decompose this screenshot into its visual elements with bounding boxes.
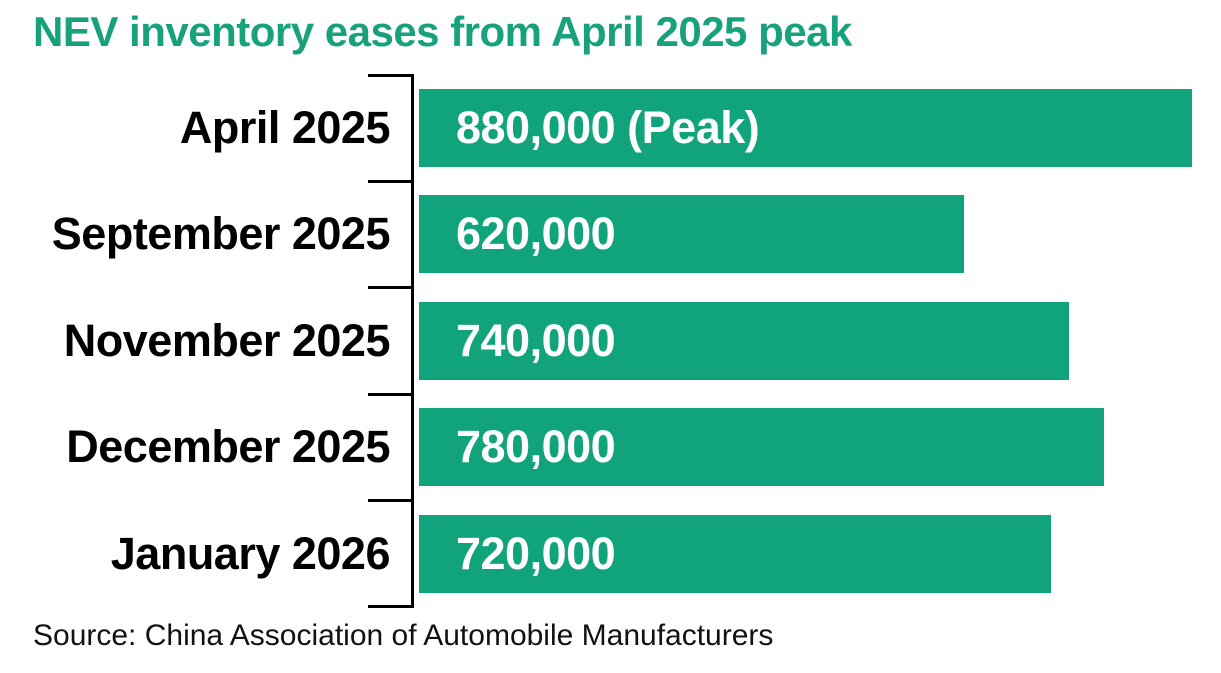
bar-value-label: 880,000 (Peak) xyxy=(456,102,760,153)
bar-value-label: 620,000 xyxy=(456,208,616,259)
source-note: Source: China Association of Automobile … xyxy=(33,619,774,652)
chart-row: November 2025 740,000 xyxy=(0,288,1221,394)
chart-row: December 2025 780,000 xyxy=(0,394,1221,500)
chart-row: April 2025 880,000 (Peak) xyxy=(0,75,1221,181)
bar: 780,000 xyxy=(419,408,1105,486)
bar-value-label: 780,000 xyxy=(456,421,616,472)
category-label: January 2026 xyxy=(110,528,391,579)
axis-tick xyxy=(368,74,414,77)
bar-value-label: 720,000 xyxy=(456,528,616,579)
bar: 620,000 xyxy=(419,195,964,273)
axis-tick xyxy=(368,286,414,289)
y-axis-line xyxy=(411,74,414,608)
bar: 880,000 (Peak) xyxy=(419,89,1192,167)
category-label: December 2025 xyxy=(66,421,390,472)
chart-title: NEV inventory eases from April 2025 peak xyxy=(33,8,852,55)
bar: 740,000 xyxy=(419,302,1070,380)
bar: 720,000 xyxy=(419,515,1052,593)
chart-row: January 2026 720,000 xyxy=(0,501,1221,607)
axis-tick xyxy=(368,499,414,502)
axis-tick xyxy=(368,605,414,608)
chart-row: September 2025 620,000 xyxy=(0,181,1221,287)
bar-value-label: 740,000 xyxy=(456,315,616,366)
category-label: September 2025 xyxy=(51,208,391,259)
axis-tick xyxy=(368,393,414,396)
axis-tick xyxy=(368,180,414,183)
category-label: November 2025 xyxy=(63,315,391,366)
category-label: April 2025 xyxy=(179,102,391,153)
